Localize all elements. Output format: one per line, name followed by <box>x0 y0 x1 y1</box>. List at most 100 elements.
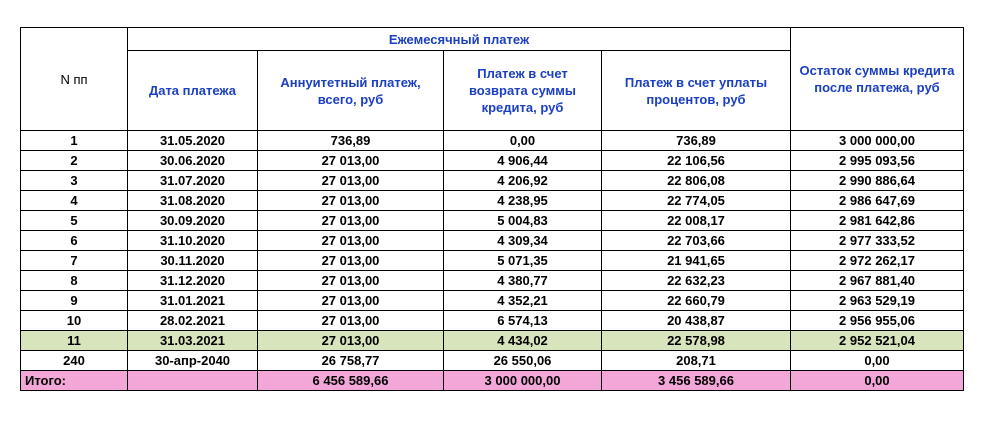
table-cell: 4 434,02 <box>443 330 602 351</box>
table-cell: 30.11.2020 <box>127 250 258 271</box>
table-cell: 3 000 000,00 <box>790 130 964 151</box>
table-cell: 7 <box>20 250 128 271</box>
table-cell: 2 956 955,06 <box>790 310 964 331</box>
table-cell: 208,71 <box>601 350 791 371</box>
table-cell: 30.06.2020 <box>127 150 258 171</box>
table-row: 6 31.10.2020 27 013,00 4 309,34 22 703,66 2 9… <box>20 230 964 251</box>
table-cell: 2 981 642,86 <box>790 210 964 231</box>
header-group: Ежемесячный платеж <box>127 27 791 51</box>
table-cell: 28.02.2021 <box>127 310 258 331</box>
table-cell: 31.05.2020 <box>127 130 258 151</box>
total-cell: 6 456 589,66 <box>257 370 444 391</box>
total-cell: 3 456 589,66 <box>601 370 791 391</box>
total-cell: 3 000 000,00 <box>443 370 602 391</box>
table-cell: 31.10.2020 <box>127 230 258 251</box>
table-cell: 4 906,44 <box>443 150 602 171</box>
column-header: Платеж в счет уплаты процентов, руб <box>601 50 791 131</box>
table-cell: 27 013,00 <box>257 190 444 211</box>
table-cell: 4 <box>20 190 128 211</box>
table-cell: 240 <box>20 350 128 371</box>
total-empty <box>127 370 258 391</box>
table-cell: 5 004,83 <box>443 210 602 231</box>
table-cell: 27 013,00 <box>257 330 444 351</box>
column-header: Дата платежа <box>127 50 258 131</box>
table-cell: 2 972 262,17 <box>790 250 964 271</box>
total-row: Итого: 6 456 589,66 3 000 000,00 3 456 589,… <box>20 370 964 391</box>
table-cell: 31.08.2020 <box>127 190 258 211</box>
column-header: Платеж в счет возврата суммы кредита, ру… <box>443 50 602 131</box>
table-cell: 2 977 333,52 <box>790 230 964 251</box>
table-cell: 31.03.2021 <box>127 330 258 351</box>
table-cell: 736,89 <box>257 130 444 151</box>
table-row: 1 31.05.2020 736,89 0,00 736,89 3 000 000,00 <box>20 130 964 151</box>
table-cell: 2 963 529,19 <box>790 290 964 311</box>
table-cell: 6 <box>20 230 128 251</box>
table-cell: 736,89 <box>601 130 791 151</box>
table-cell: 27 013,00 <box>257 230 444 251</box>
table-cell: 0,00 <box>790 350 964 371</box>
table-cell: 2 990 886,64 <box>790 170 964 191</box>
table-row: 2 30.06.2020 27 013,00 4 906,44 22 106,56 2 9… <box>20 150 964 171</box>
table-cell: 30.09.2020 <box>127 210 258 231</box>
table-row: 5 30.09.2020 27 013,00 5 004,83 22 008,17 2 9… <box>20 210 964 231</box>
payment-table: N пп Ежемесячный платеж Остаток суммы кр… <box>20 27 964 391</box>
table-cell: 0,00 <box>443 130 602 151</box>
header-balance: Остаток суммы кредита после платежа, руб <box>790 27 964 131</box>
table-cell: 22 774,05 <box>601 190 791 211</box>
header-number: N пп <box>20 27 128 131</box>
table-cell: 11 <box>20 330 128 351</box>
table-cell: 22 660,79 <box>601 290 791 311</box>
table-cell: 1 <box>20 130 128 151</box>
table-cell: 2 967 881,40 <box>790 270 964 291</box>
table-cell: 6 574,13 <box>443 310 602 331</box>
table-cell: 2 <box>20 150 128 171</box>
table-cell: 4 380,77 <box>443 270 602 291</box>
table-cell: 4 352,21 <box>443 290 602 311</box>
table-row: 4 31.08.2020 27 013,00 4 238,95 22 774,05 2 9… <box>20 190 964 211</box>
table-cell: 22 008,17 <box>601 210 791 231</box>
table-row: 3 31.07.2020 27 013,00 4 206,92 22 806,08 2 9… <box>20 170 964 191</box>
table-cell: 27 013,00 <box>257 170 444 191</box>
table-cell: 2 995 093,56 <box>790 150 964 171</box>
table-cell: 22 703,66 <box>601 230 791 251</box>
table-cell: 22 806,08 <box>601 170 791 191</box>
table-cell: 30-апр-2040 <box>127 350 258 371</box>
table-cell: 26 758,77 <box>257 350 444 371</box>
table-cell: 27 013,00 <box>257 310 444 331</box>
table-cell: 26 550,06 <box>443 350 602 371</box>
table-cell: 8 <box>20 270 128 291</box>
table-row: 7 30.11.2020 27 013,00 5 071,35 21 941,65 2 9… <box>20 250 964 271</box>
table-row: 240 30-апр-2040 26 758,77 26 550,06 208,71 0,… <box>20 350 964 371</box>
table-cell: 3 <box>20 170 128 191</box>
table-cell: 4 309,34 <box>443 230 602 251</box>
table-cell: 27 013,00 <box>257 210 444 231</box>
table-cell: 4 238,95 <box>443 190 602 211</box>
table-cell: 2 986 647,69 <box>790 190 964 211</box>
table-cell: 27 013,00 <box>257 250 444 271</box>
table-cell: 27 013,00 <box>257 290 444 311</box>
table-cell: 4 206,92 <box>443 170 602 191</box>
table-cell: 27 013,00 <box>257 270 444 291</box>
table-cell: 27 013,00 <box>257 150 444 171</box>
total-cell: 0,00 <box>790 370 964 391</box>
table-cell: 5 071,35 <box>443 250 602 271</box>
table-cell: 9 <box>20 290 128 311</box>
table-cell: 22 578,98 <box>601 330 791 351</box>
total-label: Итого: <box>20 370 128 391</box>
table-cell: 20 438,87 <box>601 310 791 331</box>
table-row: 11 31.03.2021 27 013,00 4 434,02 22 578,98 2 … <box>20 330 964 351</box>
table-cell: 22 632,23 <box>601 270 791 291</box>
table-row: 8 31.12.2020 27 013,00 4 380,77 22 632,23 2 9… <box>20 270 964 291</box>
table-row: 10 28.02.2021 27 013,00 6 574,13 20 438,87 2 … <box>20 310 964 331</box>
table-cell: 2 952 521,04 <box>790 330 964 351</box>
table-cell: 22 106,56 <box>601 150 791 171</box>
table-cell: 21 941,65 <box>601 250 791 271</box>
table-cell: 31.07.2020 <box>127 170 258 191</box>
table-cell: 31.12.2020 <box>127 270 258 291</box>
table-cell: 5 <box>20 210 128 231</box>
column-header: Аннуитетный платеж, всего, руб <box>257 50 444 131</box>
table-cell: 31.01.2021 <box>127 290 258 311</box>
table-cell: 10 <box>20 310 128 331</box>
table-row: 9 31.01.2021 27 013,00 4 352,21 22 660,79 2 9… <box>20 290 964 311</box>
